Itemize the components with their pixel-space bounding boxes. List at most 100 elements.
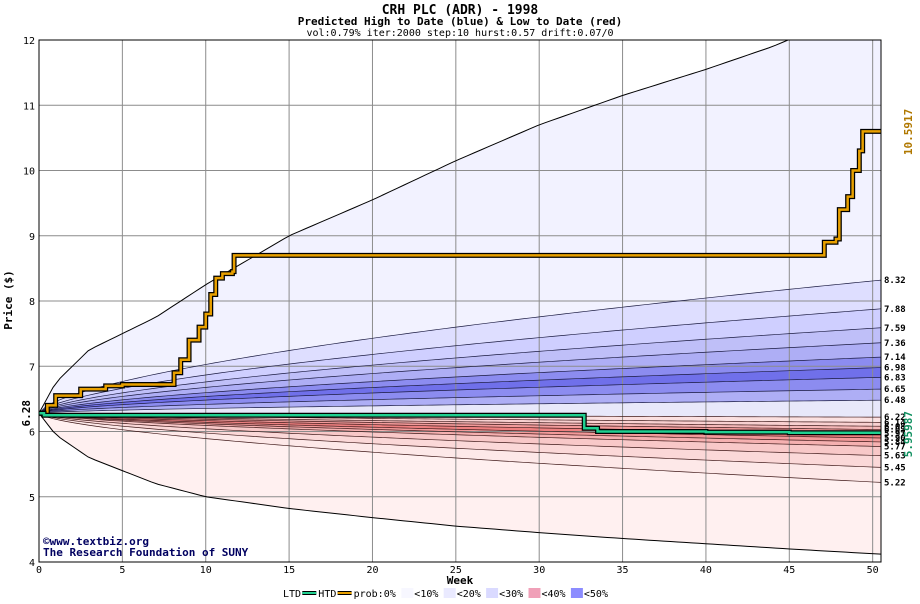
- x-tick-label-5: 25: [450, 565, 462, 576]
- high-band-3: [39, 342, 881, 414]
- low-quantile-line-7: [39, 412, 881, 447]
- high-outer-band: [39, 40, 881, 414]
- legend-label-3: <10%: [414, 589, 438, 600]
- source-line-0: ©www.textbiz.org: [43, 535, 149, 548]
- low-quantile-label-7: 5.77: [884, 443, 906, 453]
- x-tick-label-7: 35: [617, 565, 629, 576]
- chart-title: CRH PLC (ADR) - 1998: [382, 3, 539, 18]
- high-quantile-line-1: [39, 308, 881, 414]
- legend-label-4: <20%: [457, 589, 481, 600]
- y-tick-label-0: 4: [29, 558, 35, 569]
- final-low-label: 5.95987: [902, 411, 915, 457]
- y-axis-label: Price ($): [2, 270, 15, 330]
- legend: LTD HTD prob:0% <10% <20% <30% <40% <50%: [283, 588, 608, 600]
- y-tick-label-8: 12: [23, 36, 35, 47]
- y-tick-label-4: 8: [29, 297, 35, 308]
- high-quantile-line-5: [39, 367, 881, 414]
- low-quantile-label-9: 5.45: [884, 463, 906, 473]
- legend-label-1: HTD: [318, 589, 336, 600]
- x-tick-label-3: 15: [283, 565, 295, 576]
- low-quantile-label-1: 6.14: [884, 418, 906, 428]
- high-quantile-label-6: 6.83: [884, 373, 906, 383]
- high-band-4: [39, 357, 881, 414]
- legend-swatch-6: [528, 588, 541, 598]
- low-band-1: [39, 413, 881, 427]
- legend-swatch-5: [486, 588, 499, 598]
- high-quantile-label-2: 7.59: [884, 324, 906, 334]
- high-quantile-line-8: [39, 399, 881, 414]
- x-tick-label-0: 0: [36, 565, 42, 576]
- low-quantile-label-2: 6.08: [884, 422, 906, 432]
- upper-envelope-line: [39, 40, 790, 414]
- high-quantile-line-6: [39, 376, 881, 414]
- high-band-1: [39, 308, 881, 414]
- low-band-3: [39, 413, 881, 434]
- legend-label-5: <30%: [499, 589, 523, 600]
- high-quantile-label-3: 7.36: [884, 339, 906, 349]
- low-band-8: [39, 413, 881, 468]
- low-quantile-label-4: 5.97: [884, 429, 906, 439]
- x-tick-label-2: 10: [200, 565, 212, 576]
- legend-label-0: LTD: [283, 589, 301, 600]
- legend-swatch-3: [401, 588, 414, 598]
- x-tick-label-8: 40: [700, 565, 712, 576]
- low-band-2: [39, 413, 881, 430]
- x-axis-label: Week: [447, 574, 474, 587]
- final-high-label: 10.5917: [902, 109, 915, 155]
- low-band-5: [39, 413, 881, 442]
- legend-label-2: prob:0%: [354, 589, 396, 600]
- high-quantile-line-4: [39, 356, 881, 414]
- source-line-1: The Research Foundation of SUNY: [43, 546, 249, 559]
- low-band-6: [39, 413, 881, 447]
- high-band-0: [39, 280, 881, 414]
- lower-envelope-line: [39, 412, 881, 555]
- high-quantile-label-0: 8.32: [884, 276, 906, 286]
- x-tick-label-6: 30: [533, 565, 545, 576]
- low-quantile-label-6: 5.84: [884, 438, 906, 448]
- x-tick-label-10: 50: [867, 565, 879, 576]
- low-quantile-line-3: [39, 412, 881, 430]
- high-quantile-line-2: [39, 327, 881, 414]
- high-band-7: [39, 389, 881, 414]
- series-line-htd: [39, 130, 881, 415]
- y-tick-label-1: 5: [29, 493, 35, 504]
- low-quantile-line-5: [39, 412, 881, 439]
- high-band-2: [39, 327, 881, 414]
- y-tick-label-2: 6: [29, 428, 35, 439]
- legend-label-7: <50%: [584, 589, 608, 600]
- high-band-6: [39, 377, 881, 414]
- x-tick-label-4: 20: [366, 565, 378, 576]
- high-quantile-label-5: 6.98: [884, 364, 906, 374]
- high-quantile-label-4: 7.14: [884, 353, 906, 363]
- low-outer-band: [39, 413, 881, 555]
- high-quantile-label-8: 6.48: [884, 396, 906, 406]
- legend-swatch-4: [443, 588, 456, 598]
- low-band-9: [39, 413, 881, 483]
- legend-label-6: <40%: [542, 589, 566, 600]
- y-tick-label-5: 9: [29, 232, 35, 243]
- low-quantile-line-6: [39, 412, 881, 443]
- high-quantile-label-7: 6.65: [884, 385, 906, 395]
- low-quantile-line-9: [39, 412, 881, 468]
- y-tick-label-6: 10: [23, 167, 35, 178]
- low-quantile-line-8: [39, 412, 881, 456]
- plot-frame: [38, 39, 882, 563]
- x-tick-label-9: 45: [783, 565, 795, 576]
- y-tick-label-7: 11: [23, 101, 35, 112]
- legend-swatch-7: [570, 588, 583, 598]
- chart-params: vol:0.79% iter:2000 step:10 hurst:0.57 d…: [306, 28, 613, 39]
- high-band-5: [39, 367, 881, 414]
- series-line-ltd: [39, 411, 881, 435]
- low-quantile-label-8: 5.63: [884, 452, 906, 462]
- x-tick-label-1: 5: [119, 565, 125, 576]
- y-tick-label-3: 7: [29, 362, 35, 373]
- low-quantile-label-10: 5.22: [884, 478, 906, 488]
- low-quantile-label-0: 6.22: [884, 413, 906, 423]
- high-quantile-label-1: 7.88: [884, 305, 906, 315]
- chart-subtitle: Predicted High to Date (blue) & Low to D…: [298, 15, 623, 28]
- low-quantile-label-3: 6.03: [884, 426, 906, 436]
- low-quantile-label-5: 5.90: [884, 434, 906, 444]
- high-quantile-line-7: [39, 388, 881, 414]
